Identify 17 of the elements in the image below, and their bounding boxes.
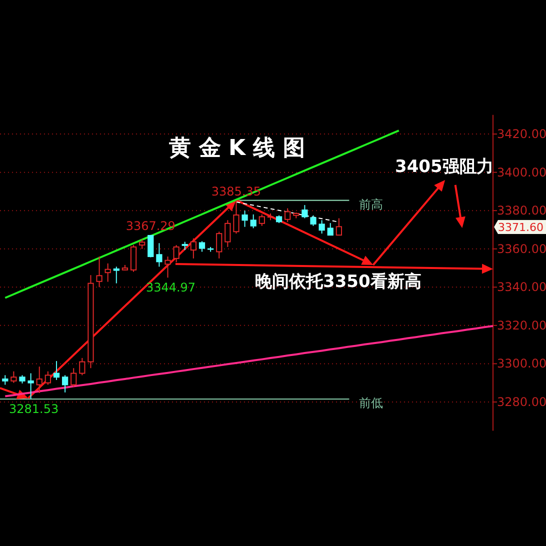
annotation: 晚间依托3350看新高 — [255, 272, 422, 292]
annotation: 3405强阻力 — [395, 157, 494, 177]
y-tick-label: 3360.00 — [497, 242, 546, 256]
text: 3371.60 — [498, 221, 544, 234]
y-tick-label: 3420.00 — [497, 127, 546, 142]
y-tick-label: 3300.00 — [497, 356, 546, 371]
ref-line-label: 前高 — [359, 197, 384, 212]
text: 黄 金 K 线 图 — [168, 136, 305, 161]
ref-line-label: 前低 — [359, 396, 384, 410]
y-tick-label: 3340.00 — [497, 280, 546, 294]
y-tick-label: 3280.00 — [497, 394, 546, 409]
y-tick-label: 3320.00 — [497, 318, 546, 332]
y-tick-label: 3380.00 — [497, 204, 546, 218]
annotation: 3367.29 — [126, 218, 176, 233]
annotation: 3344.97 — [146, 280, 196, 295]
annotation: 3281.53 — [9, 402, 59, 416]
y-tick-label: 3400.00 — [497, 165, 546, 180]
